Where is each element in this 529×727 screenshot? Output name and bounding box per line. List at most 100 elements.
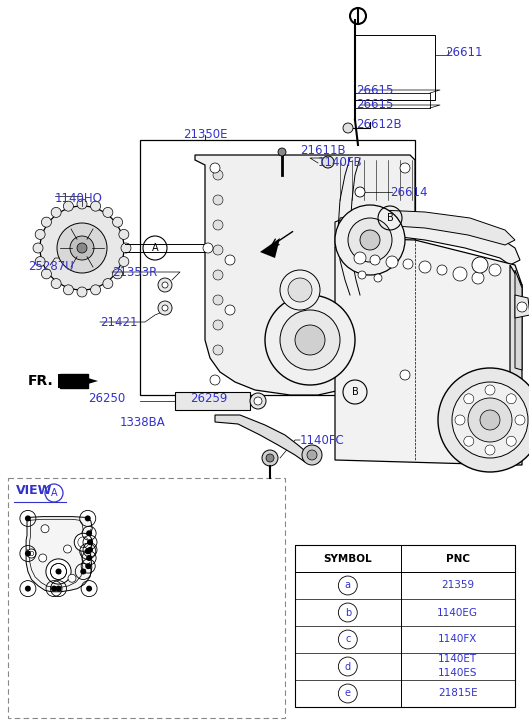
Circle shape [85, 515, 91, 521]
Text: 1140HO: 1140HO [55, 191, 103, 204]
Text: d: d [88, 545, 93, 555]
Circle shape [87, 539, 93, 545]
Circle shape [517, 302, 527, 312]
Polygon shape [515, 270, 522, 370]
Circle shape [288, 278, 312, 302]
Circle shape [41, 269, 51, 279]
Circle shape [464, 394, 474, 403]
Circle shape [77, 287, 87, 297]
Bar [140, 140, 415, 395]
Circle shape [213, 345, 223, 355]
Circle shape [51, 278, 61, 289]
Circle shape [41, 217, 51, 227]
Circle shape [472, 272, 484, 284]
Text: a: a [25, 584, 30, 593]
Circle shape [77, 243, 87, 253]
Text: e: e [56, 567, 61, 576]
Bar [355, 35, 435, 100]
Circle shape [374, 274, 382, 282]
Circle shape [280, 270, 320, 310]
Circle shape [70, 236, 94, 260]
Circle shape [358, 271, 366, 279]
Circle shape [90, 201, 101, 211]
Text: 1140FX: 1140FX [438, 635, 478, 645]
Circle shape [25, 550, 31, 556]
Text: 21815E: 21815E [438, 688, 478, 699]
Text: 25287U: 25287U [28, 260, 74, 273]
Circle shape [403, 259, 413, 269]
Polygon shape [26, 517, 92, 592]
Bar [295, 545, 515, 707]
Circle shape [85, 563, 91, 569]
Circle shape [307, 450, 317, 460]
Text: d: d [87, 529, 92, 538]
Circle shape [265, 295, 355, 385]
Circle shape [57, 223, 107, 273]
Circle shape [262, 450, 278, 466]
Circle shape [119, 257, 129, 267]
Circle shape [35, 230, 45, 239]
Polygon shape [260, 238, 280, 258]
Polygon shape [335, 238, 522, 465]
Polygon shape [340, 210, 515, 245]
Circle shape [280, 310, 340, 370]
Polygon shape [335, 215, 520, 265]
Circle shape [455, 415, 465, 425]
Circle shape [213, 220, 223, 230]
Text: 21611B: 21611B [300, 143, 345, 156]
Text: 21350E: 21350E [183, 129, 227, 142]
Circle shape [213, 320, 223, 330]
Text: b: b [25, 549, 30, 558]
Circle shape [485, 445, 495, 455]
Circle shape [86, 586, 92, 592]
Circle shape [25, 586, 31, 592]
Circle shape [119, 230, 129, 239]
Circle shape [56, 586, 61, 592]
Bar [8, 478, 285, 718]
Text: d: d [87, 553, 92, 563]
Circle shape [35, 257, 45, 267]
Circle shape [87, 547, 93, 553]
Circle shape [464, 436, 474, 446]
Circle shape [213, 170, 223, 180]
Text: c: c [81, 567, 85, 576]
Polygon shape [515, 295, 529, 318]
Bar [175, 392, 250, 410]
Text: 21421: 21421 [100, 316, 138, 329]
Circle shape [480, 410, 500, 430]
Circle shape [472, 257, 488, 273]
Text: a: a [87, 584, 92, 593]
Circle shape [85, 548, 91, 554]
Circle shape [77, 199, 87, 209]
Circle shape [386, 256, 398, 268]
Circle shape [348, 218, 392, 262]
Text: 26615: 26615 [356, 84, 394, 97]
Circle shape [254, 397, 262, 405]
Circle shape [80, 569, 86, 574]
Circle shape [25, 515, 31, 521]
Circle shape [489, 264, 501, 276]
Polygon shape [215, 415, 310, 462]
Text: 1140FC: 1140FC [300, 433, 345, 446]
Circle shape [51, 586, 57, 592]
Circle shape [515, 415, 525, 425]
Circle shape [63, 201, 74, 211]
Circle shape [370, 255, 380, 265]
Text: a: a [85, 514, 90, 523]
Text: b: b [345, 608, 351, 617]
Text: 1140EG: 1140EG [437, 608, 478, 617]
Polygon shape [58, 374, 98, 388]
Circle shape [213, 195, 223, 205]
Text: 26614: 26614 [390, 185, 427, 198]
Circle shape [158, 301, 172, 315]
Text: d: d [345, 662, 351, 672]
Circle shape [322, 156, 334, 168]
Text: 1140ES: 1140ES [438, 669, 478, 678]
Circle shape [121, 243, 131, 253]
Text: c: c [52, 584, 56, 593]
Polygon shape [60, 374, 88, 388]
Circle shape [41, 525, 49, 533]
Text: A: A [51, 488, 57, 498]
Circle shape [400, 163, 410, 173]
Text: a: a [345, 580, 351, 590]
